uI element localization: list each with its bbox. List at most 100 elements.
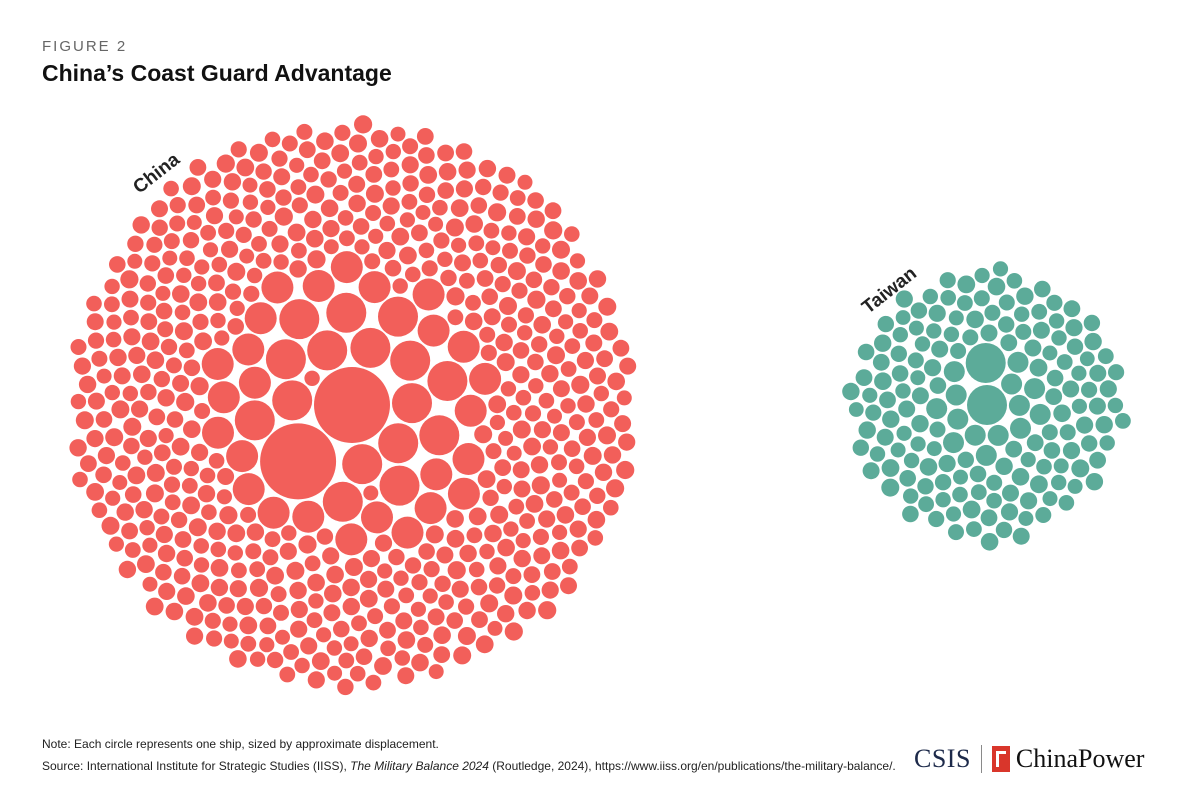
taiwan-ship-circle xyxy=(852,439,869,456)
china-ship-circle xyxy=(589,487,606,504)
china-ship-circle xyxy=(183,420,201,439)
china-ship-circle xyxy=(468,561,485,578)
china-ship-circle xyxy=(202,416,234,449)
china-ship-circle xyxy=(334,124,351,141)
china-ship-circle xyxy=(229,580,247,598)
china-ship-circle xyxy=(163,180,179,197)
china-ship-circle xyxy=(236,158,255,177)
china-ship-circle xyxy=(118,560,137,579)
taiwan-ship-circle xyxy=(998,316,1015,333)
taiwan-ship-circle xyxy=(962,329,979,346)
china-ship-circle xyxy=(370,130,389,148)
china-ship-circle xyxy=(411,574,428,591)
china-ship-circle xyxy=(487,620,503,636)
china-ship-circle xyxy=(365,674,382,691)
china-ship-circle xyxy=(586,312,603,329)
china-ship-circle xyxy=(596,350,613,368)
china-ship-circle xyxy=(436,546,454,564)
china-ship-circle xyxy=(496,478,512,495)
china-ship-circle xyxy=(223,633,239,649)
taiwan-ship-circle xyxy=(1043,442,1061,459)
china-ship-circle xyxy=(186,627,204,645)
china-ship-circle xyxy=(478,159,497,178)
china-ship-circle xyxy=(577,395,595,413)
china-ship-circle xyxy=(146,463,165,482)
china-ship-circle xyxy=(506,404,522,421)
china-ship-circle xyxy=(207,381,240,414)
china-ship-circle xyxy=(259,617,277,635)
china-ship-circle xyxy=(194,259,210,275)
china-ship-circle xyxy=(451,580,469,598)
taiwan-ship-circle xyxy=(1020,452,1036,468)
china-ship-circle xyxy=(294,657,310,674)
china-ship-circle xyxy=(515,389,532,406)
china-ship-circle xyxy=(533,316,551,334)
china-ship-circle xyxy=(105,490,121,506)
china-ship-circle xyxy=(171,437,190,456)
china-ship-circle xyxy=(186,215,202,230)
taiwan-ship-circle xyxy=(848,402,864,417)
china-ship-circle xyxy=(72,471,88,488)
china-ship-circle xyxy=(291,242,307,259)
china-ship-circle xyxy=(399,246,417,265)
china-ship-circle xyxy=(485,240,501,256)
china-ship-circle xyxy=(316,132,334,150)
source-text-end: (Routledge, 2024), https://www.iiss.org/… xyxy=(488,759,896,773)
china-ship-circle xyxy=(322,220,340,238)
taiwan-ship-circle xyxy=(945,384,967,406)
taiwan-ship-circle xyxy=(911,387,929,405)
taiwan-ship-circle xyxy=(992,261,1009,277)
china-ship-circle xyxy=(279,299,320,340)
china-ship-circle xyxy=(558,314,574,330)
china-ship-circle xyxy=(446,612,464,629)
china-ship-circle xyxy=(240,635,257,652)
taiwan-ship-circle xyxy=(1029,358,1048,377)
china-ship-circle xyxy=(474,425,493,444)
china-ship-circle xyxy=(527,192,544,209)
china-ship-circle xyxy=(496,353,515,372)
china-ship-circle xyxy=(262,549,279,566)
china-ship-circle xyxy=(205,189,222,206)
china-ship-circle xyxy=(545,300,562,318)
china-ship-circle xyxy=(153,444,171,462)
china-ship-circle xyxy=(124,486,142,503)
china-ship-circle xyxy=(411,653,429,672)
china-ship-circle xyxy=(227,318,244,335)
china-ship-circle xyxy=(568,414,585,431)
china-ship-circle xyxy=(488,577,506,594)
china-ship-circle xyxy=(69,439,87,457)
china-ship-circle xyxy=(397,667,415,685)
china-ship-circle xyxy=(552,472,568,488)
china-ship-circle xyxy=(612,339,630,357)
china-ship-circle xyxy=(379,621,396,639)
china-ship-circle xyxy=(504,586,523,605)
taiwan-ship-circle xyxy=(862,387,878,403)
china-ship-circle xyxy=(182,496,201,515)
china-ship-circle xyxy=(606,479,625,498)
china-ship-circle xyxy=(259,181,276,198)
china-ship-circle xyxy=(131,400,149,418)
china-ship-circle xyxy=(264,131,281,148)
china-ship-circle xyxy=(455,180,473,198)
china-ship-circle xyxy=(199,467,216,484)
china-ship-circle xyxy=(222,192,239,209)
china-ship-circle xyxy=(417,314,450,347)
china-ship-circle xyxy=(489,414,505,431)
china-ship-circle xyxy=(155,525,173,544)
china-ship-circle xyxy=(422,588,438,604)
china-ship-circle xyxy=(457,627,476,645)
china-ship-circle xyxy=(153,508,170,525)
china-ship-circle xyxy=(479,326,496,343)
china-ship-circle xyxy=(307,250,326,269)
taiwan-ship-circle xyxy=(964,424,986,446)
china-ship-circle xyxy=(501,316,517,333)
china-ship-circle xyxy=(585,334,603,352)
taiwan-ship-circle xyxy=(970,484,987,501)
china-ship-circle xyxy=(302,270,335,302)
china-ship-circle xyxy=(273,254,289,270)
china-ship-circle xyxy=(148,408,166,426)
china-ship-circle xyxy=(242,177,258,193)
taiwan-ship-circle xyxy=(969,465,987,483)
china-ship-circle xyxy=(300,637,318,655)
china-ship-circle xyxy=(296,123,313,140)
